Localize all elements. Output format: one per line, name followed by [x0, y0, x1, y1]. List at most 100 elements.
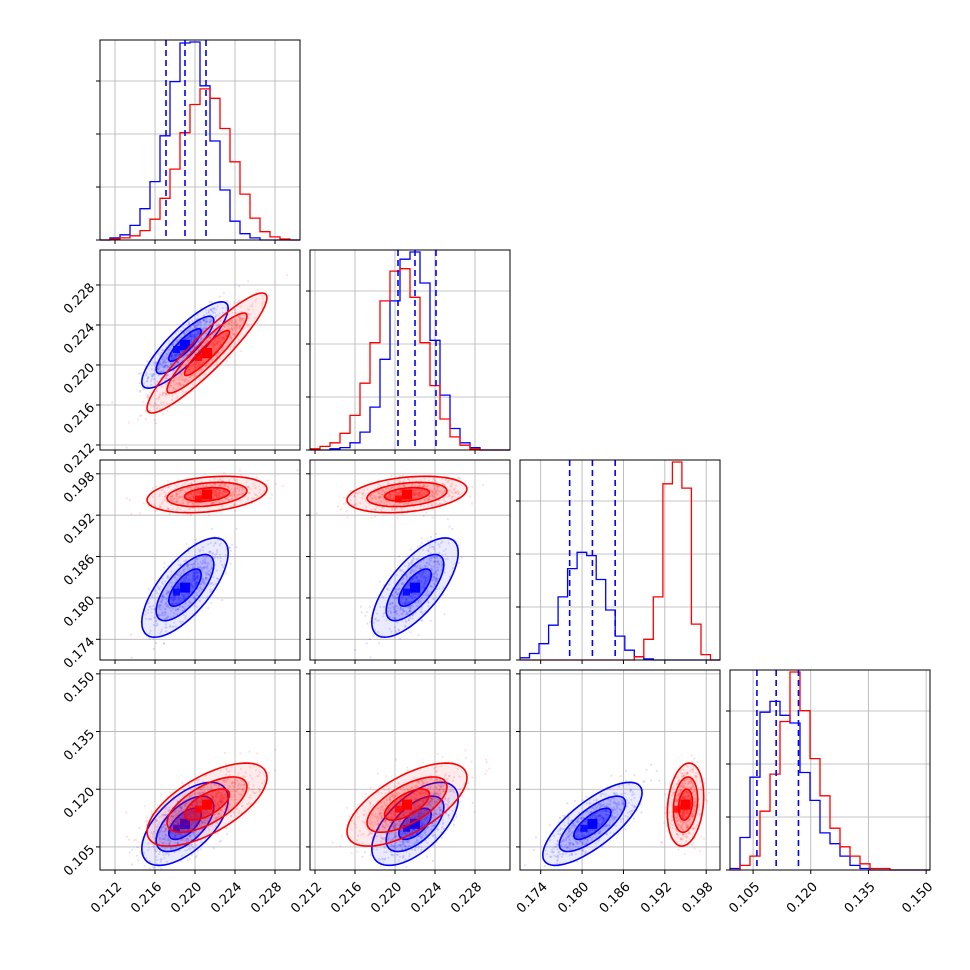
scatter-point	[189, 376, 192, 379]
scatter-point	[418, 564, 422, 567]
scatter-point	[146, 385, 149, 388]
scatter-point	[166, 574, 169, 578]
scatter-point	[409, 548, 412, 551]
scatter-point	[382, 489, 385, 492]
scatter-point	[174, 598, 177, 601]
scatter-point	[315, 512, 318, 515]
scatter-point	[195, 360, 198, 364]
scatter-point	[392, 491, 395, 494]
scatter-point	[197, 331, 200, 334]
scatter-point	[211, 501, 214, 504]
scatter-point	[365, 642, 368, 645]
scatter-point	[432, 582, 436, 585]
scatter-point	[155, 624, 158, 628]
scatter-point	[171, 494, 174, 497]
scatter-point	[407, 477, 410, 480]
scatter-point	[384, 491, 387, 494]
scatter-point	[175, 508, 178, 511]
scatter-point	[199, 586, 202, 589]
scatter-point	[205, 484, 208, 487]
scatter-point	[203, 566, 206, 569]
scatter-point	[399, 493, 402, 496]
scatter-point	[422, 584, 425, 587]
scatter-point	[190, 340, 193, 343]
scatter-point	[189, 815, 192, 819]
scatter-point	[257, 289, 260, 292]
scatter-point	[184, 390, 187, 393]
scatter-point	[176, 500, 179, 503]
scatter-point	[182, 332, 186, 335]
scatter-point	[218, 330, 222, 333]
scatter-point	[218, 495, 221, 498]
scatter-point	[379, 499, 382, 502]
scatter-point	[220, 564, 223, 567]
scatter-point	[201, 549, 204, 552]
scatter-point	[453, 495, 456, 498]
scatter-point	[219, 340, 222, 343]
scatter-point	[426, 593, 429, 597]
scatter-point	[169, 363, 172, 366]
scatter-point	[368, 605, 371, 609]
scatter-point	[174, 846, 177, 849]
scatter-point	[236, 301, 239, 304]
scatter-point	[139, 414, 142, 417]
scatter-point	[432, 575, 436, 578]
scatter-point	[393, 618, 396, 621]
scatter-point	[177, 608, 180, 611]
scatter-point	[200, 568, 203, 571]
scatter-point	[430, 504, 433, 507]
scatter-point	[169, 839, 172, 843]
scatter-point	[433, 555, 436, 559]
scatter-point	[187, 573, 190, 576]
scatter-point	[396, 492, 399, 495]
scatter-point	[172, 603, 175, 606]
scatter-point	[423, 564, 426, 567]
scatter-point	[139, 389, 142, 392]
scatter-point	[189, 367, 192, 370]
scatter-point	[151, 374, 155, 377]
scatter-point	[171, 497, 174, 500]
scatter-point	[423, 498, 426, 502]
scatter-point	[217, 329, 220, 332]
scatter-point	[457, 490, 460, 493]
scatter-point	[177, 563, 180, 566]
scatter-point	[204, 339, 207, 342]
scatter-point	[392, 493, 395, 496]
scatter-point	[157, 367, 160, 370]
scatter-point	[197, 332, 200, 335]
scatter-point	[437, 561, 440, 564]
scatter-point	[222, 490, 225, 493]
scatter-point	[162, 838, 165, 841]
scatter-point	[213, 351, 216, 354]
scatter-point	[188, 358, 191, 361]
scatter-point	[431, 494, 434, 497]
scatter-point	[162, 348, 165, 351]
scatter-point	[408, 617, 412, 620]
contour-line	[167, 328, 203, 362]
scatter-point	[219, 556, 222, 560]
scatter-point	[381, 493, 384, 496]
scatter-point	[194, 817, 197, 820]
scatter-point	[163, 841, 166, 844]
scatter-point	[377, 492, 380, 495]
scatter-point	[164, 807, 167, 810]
scatter-point	[162, 831, 165, 834]
scatter-point	[381, 634, 384, 637]
scatter-point	[414, 579, 417, 582]
scatter-point	[394, 609, 397, 613]
scatter-point	[217, 815, 220, 818]
scatter-point	[180, 598, 183, 601]
scatter-point	[214, 490, 217, 493]
scatter-point	[446, 481, 449, 484]
scatter-point	[212, 797, 215, 800]
scatter-point	[374, 618, 377, 621]
scatter-point	[177, 582, 180, 585]
scatter-point	[173, 621, 176, 624]
scatter-point	[428, 495, 431, 498]
scatter-point	[165, 392, 168, 395]
scatter-point	[213, 344, 216, 347]
scatter-point	[171, 343, 175, 346]
scatter-point	[182, 829, 185, 832]
scatter-point	[177, 598, 180, 601]
scatter-point	[210, 342, 213, 346]
